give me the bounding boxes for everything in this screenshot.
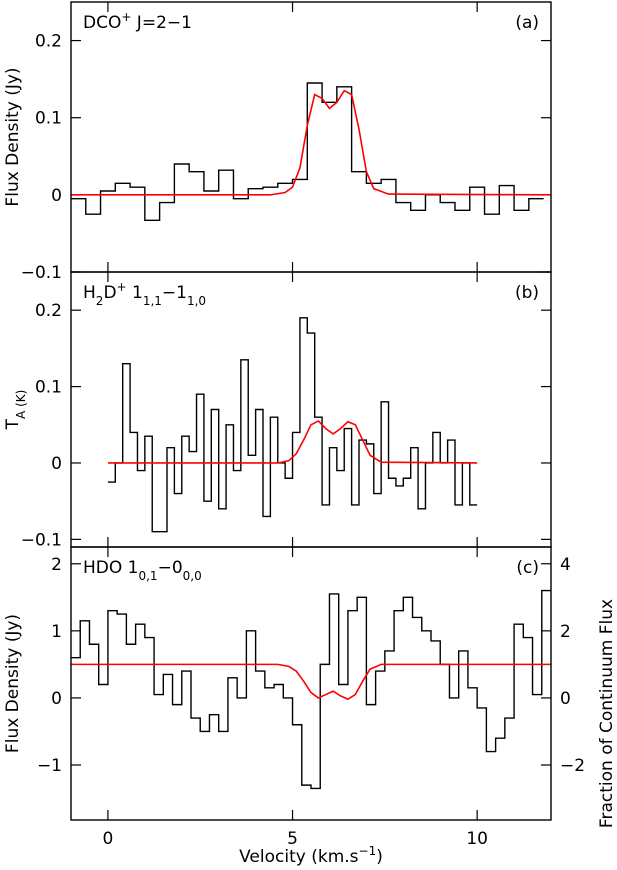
x-tick-label: 0 [103,829,114,849]
panel-label: (c) [516,558,539,578]
text-part: A (K) [14,390,28,419]
y-tick-label: 0.2 [35,32,62,52]
text-part: 2 [96,294,104,308]
text-part: J=2−1 [131,13,192,33]
spectrum [71,82,544,222]
y2-tick-label: 0 [560,689,571,709]
text-part: Velocity (km.s [239,847,359,867]
panel-frame [70,546,552,821]
y2-tick-label: 4 [560,555,571,575]
y-axis-label: Flux Density (Jy) [3,614,23,753]
panel-title: HDO 10,1−00,0 [83,558,202,583]
fit-line [107,419,478,464]
text-part: DCO [83,13,121,33]
text-part: −0 [158,558,183,578]
text-part: 0,0 [183,569,202,583]
text-part: Flux Density (Jy) [3,614,23,753]
y-tick-label: 0 [51,689,62,709]
y-tick-label: −0.1 [21,263,62,283]
panel-label: (b) [515,283,539,303]
y-tick-label: 0.2 [35,301,62,321]
panel-label: (a) [515,13,539,33]
y-tick-label: 0 [51,454,62,474]
panel-frame [70,1,552,273]
fit-line [71,663,551,701]
text-part: 1,0 [187,294,206,308]
text-part: T [3,418,23,430]
text-part: −1 [359,844,377,858]
text-part: 1 [127,283,143,303]
y-tick-label: 0.1 [35,109,62,129]
y2-axis-label: Fraction of Continuum Flux [597,599,617,828]
spectrum [107,317,478,533]
y-tick-label: 0.1 [35,378,62,398]
text-part: + [121,10,131,24]
text-part: −1 [162,283,187,303]
panel-title: H2D+ 11,1−11,0 [83,280,206,308]
spectrum [71,589,551,790]
text-part: 1,1 [143,294,162,308]
fit-line [71,89,552,196]
y-tick-label: −0.1 [21,530,62,550]
text-part: + [117,280,127,294]
text-part: HDO 1 [83,558,138,578]
text-part: Flux Density (Jy) [3,67,23,206]
panel-title: DCO+ J=2−1 [83,10,192,33]
y2-tick-label: −2 [560,756,585,776]
panel-frame [70,271,552,548]
y-tick-label: 0 [51,186,62,206]
text-part: D [103,283,116,303]
x-tick-label: 5 [287,829,298,849]
x-axis-label: Velocity (km.s−1) [239,844,383,867]
y2-tick-label: 2 [560,622,571,642]
y-tick-label: −1 [37,756,62,776]
text-part: ) [376,847,383,867]
y-tick-label: 2 [51,555,62,575]
x-tick-label: 10 [466,829,488,849]
y-tick-label: 1 [51,622,62,642]
text-part: H [83,283,96,303]
y-axis-label: Flux Density (Jy) [3,67,23,206]
text-part: 0,1 [138,569,157,583]
y-axis-label: TA (K) [3,390,28,431]
